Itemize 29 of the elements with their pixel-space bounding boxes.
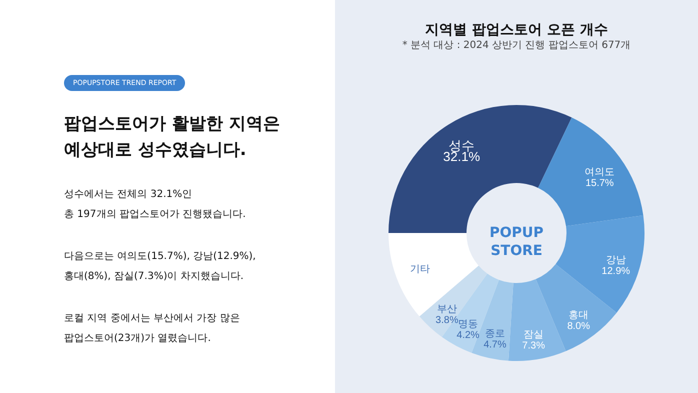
donut-slice [508, 279, 566, 361]
data-label: 3.8% [436, 314, 458, 326]
data-label: 7.3% [522, 340, 546, 352]
slice-label: 잠실 [524, 330, 544, 341]
slice-label: 명동 [458, 318, 478, 330]
slice-label: 홍대 [568, 310, 589, 322]
slice-label: 여의도 [584, 167, 615, 178]
data-label: 12.9% [602, 266, 630, 278]
donut-slice [388, 233, 479, 316]
text: 예상대로 성수였습니다. [64, 140, 246, 160]
text: POPUP STORE [489, 225, 544, 259]
data-label: 8.0% [567, 321, 590, 332]
data-label: 15.7% [585, 178, 614, 190]
chart-subtitle: * 분석 대상 : 2024 상반기 진행 팝업스토어 677개 [402, 40, 631, 51]
data-label: 4.7% [484, 340, 506, 351]
text: 다음으로는 여의도(15.7%), 강남(12.9%), [64, 251, 256, 262]
text: 성수에서는 전체의 32.1%인 [64, 189, 192, 200]
text: 팝업스토어(23개)가 열렸습니다. [64, 333, 211, 344]
text: 홍대(8%), 잠실(7.3%)이 차지했습니다. [64, 271, 244, 282]
chart-title: 지역별 팝업스토어 오픈 개수 [425, 22, 608, 38]
text: 총 197개의 팝업스토어가 진행됐습니다. [64, 209, 246, 220]
slice-label: 종로 [484, 328, 505, 340]
slice-label: 부산 [436, 304, 457, 315]
data-label: 4.2% [456, 330, 480, 341]
slice-label: 기타 [410, 264, 430, 275]
slice-label: 강남 [606, 255, 626, 266]
donut-slice [538, 118, 644, 226]
text: 팝업스토어가 활발한 지역은 [64, 114, 280, 134]
text: 로컬 지역 중에서는 부산에서 가장 많은 [64, 313, 240, 324]
